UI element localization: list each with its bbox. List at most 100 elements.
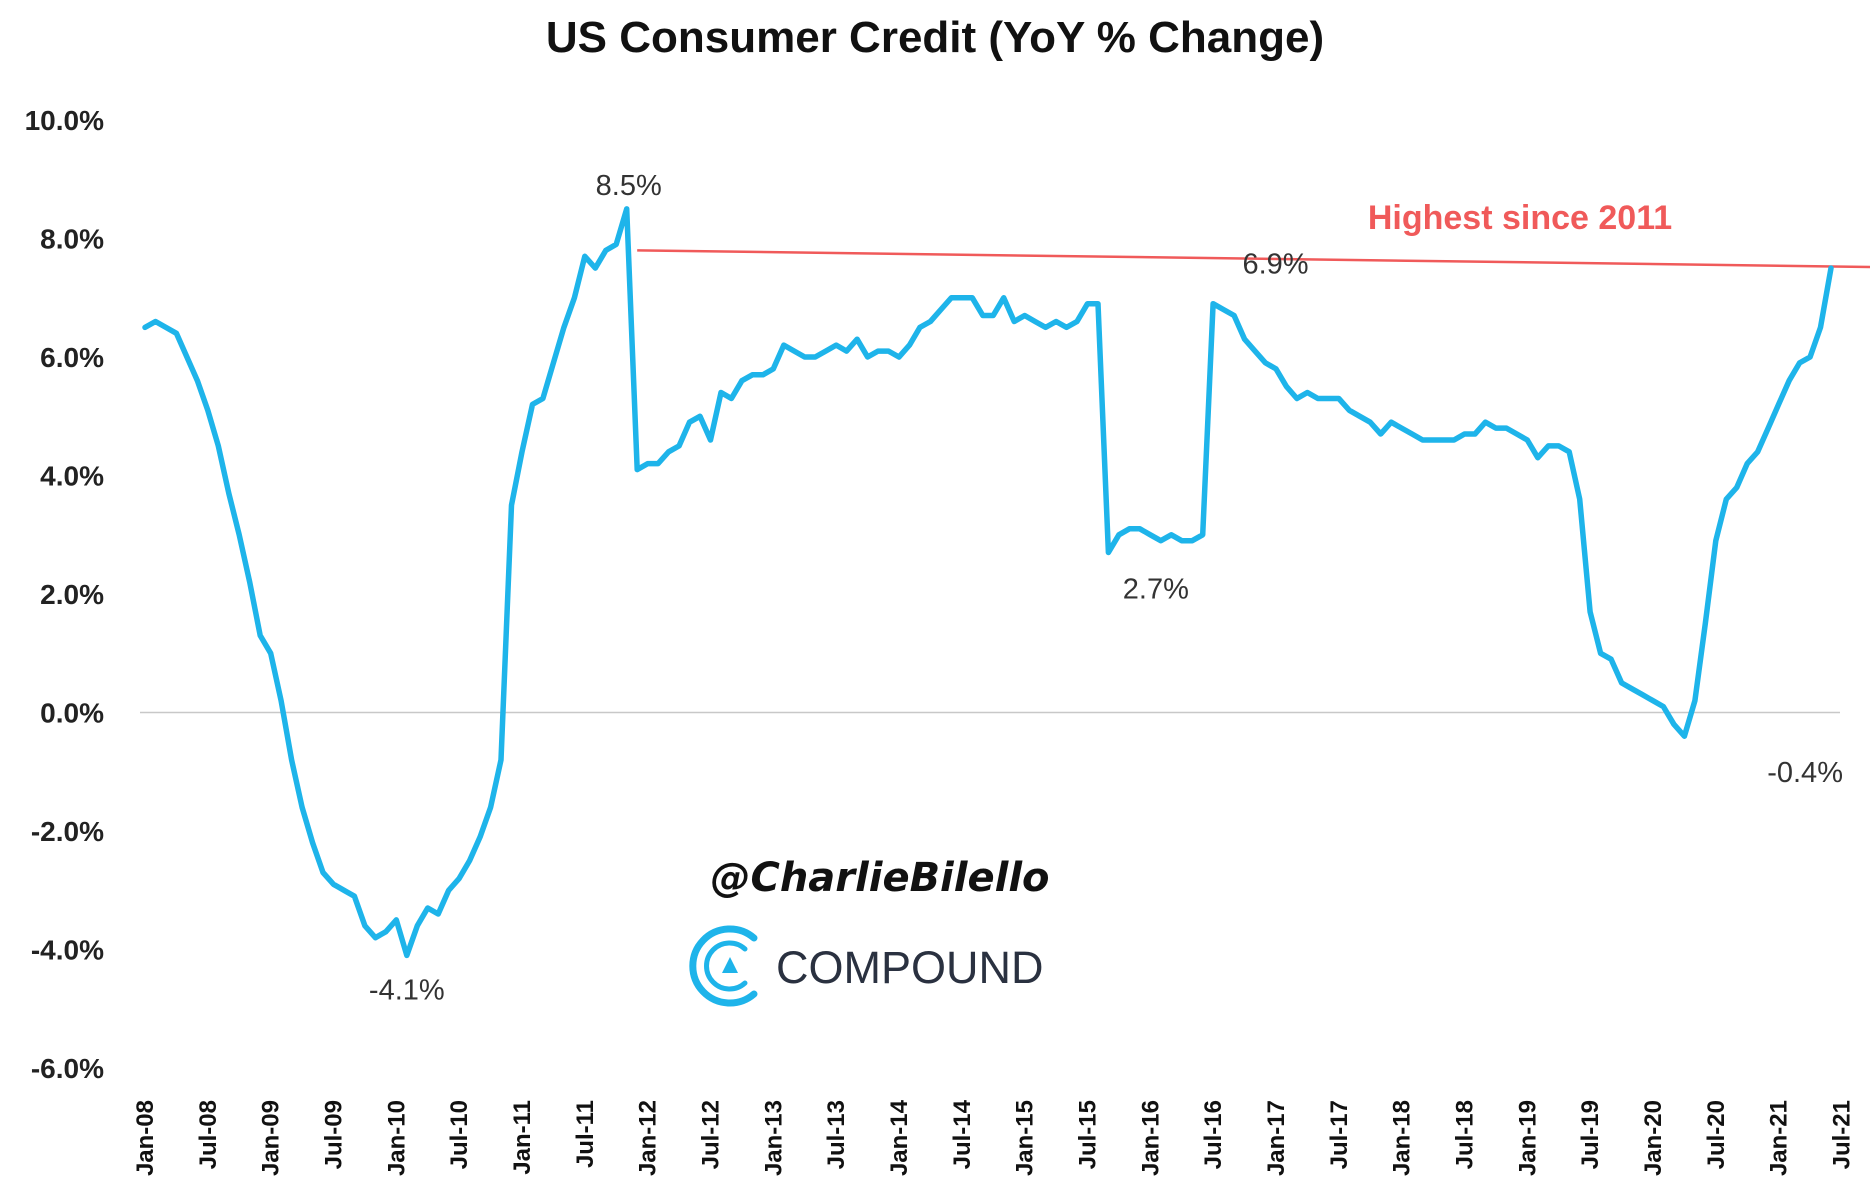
data-point xyxy=(352,894,357,899)
x-tick-label: Jan-15 xyxy=(1012,1100,1039,1176)
y-tick-label: 8.0% xyxy=(40,224,104,255)
data-point xyxy=(498,757,503,762)
x-tick-label: Jan-21 xyxy=(1766,1100,1793,1176)
data-point xyxy=(1808,354,1813,359)
data-point xyxy=(645,461,650,466)
x-tick-label: Jan-17 xyxy=(1263,1100,1290,1176)
data-label: 8.5% xyxy=(596,170,662,202)
data-point xyxy=(1158,538,1163,543)
data-point xyxy=(1483,420,1488,425)
data-point xyxy=(1033,319,1038,324)
data-point xyxy=(425,905,430,910)
watermark: @CharlieBilello COMPOUND xyxy=(689,855,1050,1007)
data-point xyxy=(938,307,943,312)
reference-line xyxy=(637,249,1870,269)
data-point xyxy=(320,870,325,875)
data-point xyxy=(1085,301,1090,306)
data-point xyxy=(530,402,535,407)
reference-line-label: Highest since 2011 xyxy=(1368,199,1672,237)
data-point xyxy=(1431,437,1436,442)
x-tick-label: Jan-09 xyxy=(258,1100,285,1176)
data-point xyxy=(1305,390,1310,395)
data-point xyxy=(1389,420,1394,425)
data-point xyxy=(1828,266,1833,271)
x-tick-label: Jan-20 xyxy=(1640,1100,1667,1176)
data-point xyxy=(142,325,147,330)
x-tick-label: Jan-11 xyxy=(509,1100,536,1175)
data-point xyxy=(1598,651,1603,656)
data-point xyxy=(1745,461,1750,466)
data-point xyxy=(1703,621,1708,626)
data-point xyxy=(1137,526,1142,531)
data-point xyxy=(823,349,828,354)
data-point xyxy=(1221,307,1226,312)
x-tick-label: Jul-21 xyxy=(1828,1100,1855,1169)
data-point xyxy=(1724,497,1729,502)
data-label: -4.1% xyxy=(369,974,445,1006)
data-point xyxy=(174,331,179,336)
data-point xyxy=(1263,360,1268,365)
data-point xyxy=(1273,366,1278,371)
y-tick-label: 4.0% xyxy=(40,461,104,492)
data-point xyxy=(184,354,189,359)
watermark-handle: @CharlieBilello xyxy=(710,855,1049,901)
data-point xyxy=(896,354,901,359)
data-point xyxy=(237,532,242,537)
data-point xyxy=(729,396,734,401)
x-axis: Jan-08 Jul-08 Jan-09 Jul-09 Jan-10 Jul-10 Jan-… xyxy=(132,1099,1855,1176)
data-point xyxy=(1755,449,1760,454)
data-point xyxy=(1012,319,1017,324)
data-point xyxy=(1336,396,1341,401)
data-point xyxy=(760,372,765,377)
data-point xyxy=(467,858,472,863)
data-point xyxy=(697,414,702,419)
data-point xyxy=(1441,437,1446,442)
data-point xyxy=(1190,538,1195,543)
data-point xyxy=(519,449,524,454)
data-point xyxy=(153,319,158,324)
data-point xyxy=(959,295,964,300)
data-point xyxy=(1001,295,1006,300)
x-tick-label: Jul-08 xyxy=(195,1100,222,1169)
data-point xyxy=(1588,609,1593,614)
data-point xyxy=(383,929,388,934)
data-point xyxy=(362,923,367,928)
data-point xyxy=(1169,532,1174,537)
data-point xyxy=(446,888,451,893)
data-point xyxy=(163,325,168,330)
data-point xyxy=(1504,426,1509,431)
data-point xyxy=(226,491,231,496)
data-point xyxy=(1148,532,1153,537)
y-tick-label: 0.0% xyxy=(40,698,104,729)
data-point xyxy=(886,349,891,354)
x-tick-label: Jan-12 xyxy=(635,1100,662,1176)
data-point xyxy=(551,360,556,365)
data-point xyxy=(478,834,483,839)
y-tick-label: 10.0% xyxy=(25,105,104,136)
data-point xyxy=(1818,325,1823,330)
data-points xyxy=(142,206,1833,958)
data-point xyxy=(1734,485,1739,490)
data-point xyxy=(1462,431,1467,436)
data-point xyxy=(792,349,797,354)
data-point xyxy=(205,408,210,413)
data-point xyxy=(540,396,545,401)
data-point xyxy=(1713,538,1718,543)
data-point xyxy=(1315,396,1320,401)
data-point xyxy=(949,295,954,300)
data-point xyxy=(1525,437,1530,442)
data-point xyxy=(677,443,682,448)
x-tick-label: Jul-20 xyxy=(1703,1100,1730,1169)
y-tick-label: -6.0% xyxy=(31,1053,104,1084)
data-point xyxy=(865,354,870,359)
data-point xyxy=(1420,437,1425,442)
data-point xyxy=(666,449,671,454)
data-point xyxy=(1671,722,1676,727)
data-point xyxy=(781,343,786,348)
watermark-brand: COMPOUND xyxy=(776,942,1044,993)
data-point xyxy=(1043,325,1048,330)
data-point xyxy=(1787,378,1792,383)
logo-outer-arc xyxy=(689,925,758,1007)
data-point xyxy=(771,366,776,371)
